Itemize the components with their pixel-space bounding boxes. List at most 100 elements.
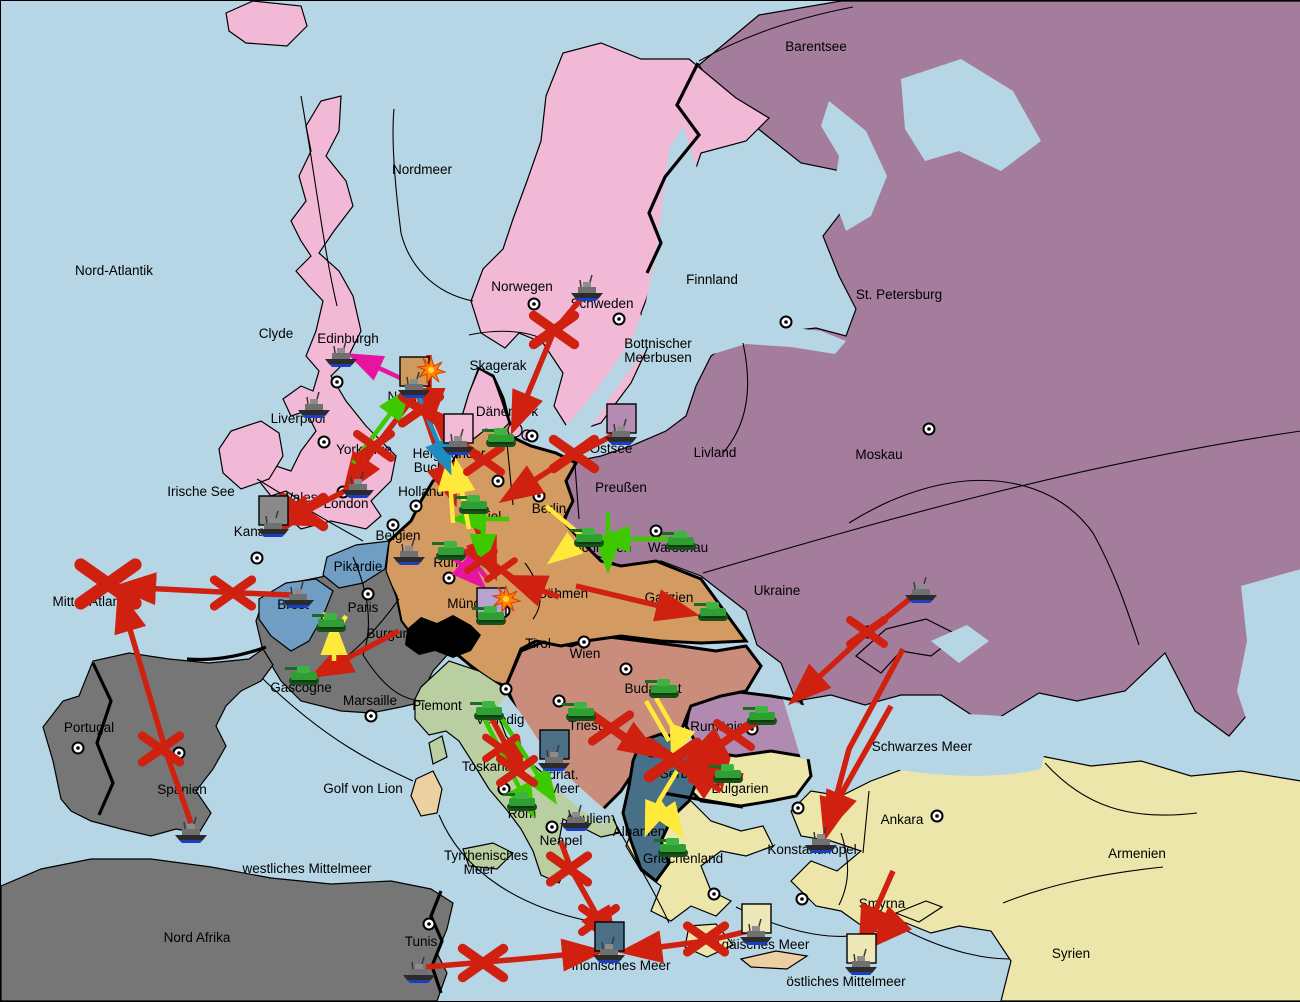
supply-center-dot <box>317 435 331 449</box>
map-label: Belgien <box>375 528 420 543</box>
map-label: Böhmen <box>538 586 588 601</box>
failed-move-x-mark <box>643 737 703 783</box>
supply-center-dot <box>386 518 400 532</box>
supply-center-dot <box>361 587 375 601</box>
sea-caspian[interactable] <box>1237 569 1300 763</box>
region-sizilien[interactable] <box>462 842 515 870</box>
failed-move-x-mark <box>484 557 518 583</box>
fleet-unit[interactable] <box>844 933 878 976</box>
failed-move-x-mark <box>397 392 445 428</box>
map-label: Golf von Lion <box>323 781 403 796</box>
fleet-unit[interactable] <box>256 495 290 538</box>
supply-center-dot <box>250 551 264 565</box>
fleet-unit[interactable] <box>397 356 446 399</box>
region-kreta[interactable] <box>739 950 809 970</box>
region-great-britain[interactable] <box>258 95 397 530</box>
failed-move-x-mark <box>548 434 600 474</box>
map-label: Clyde <box>259 326 294 341</box>
move-arrow-red <box>425 938 606 972</box>
supply-center-dot <box>330 375 344 389</box>
fleet-unit[interactable] <box>537 729 571 772</box>
map-label: Tyrrhenisches <box>444 848 528 863</box>
move-arrow-red <box>502 574 561 607</box>
map-label: Wien <box>570 646 601 661</box>
supply-center-dot <box>442 571 456 585</box>
region-iceland[interactable] <box>225 1 308 47</box>
supply-center-dot <box>795 892 809 906</box>
failed-move-x-mark <box>496 755 538 787</box>
map-label: Tunis <box>405 934 438 949</box>
move-arrow-yellow <box>644 699 671 743</box>
map-label: Kanal <box>234 524 269 539</box>
map-label: Nord-Atlantik <box>75 263 153 278</box>
supply-center-dot <box>491 474 505 488</box>
map-label: westliches Mittelmeer <box>241 861 372 876</box>
move-arrow-yellow <box>652 799 684 839</box>
map-label: Finnland <box>686 272 738 287</box>
map-label: Triest <box>568 718 601 733</box>
supply-center-dot <box>532 489 546 503</box>
map-label: Moskau <box>855 447 902 462</box>
map-label: Portugal <box>64 720 114 735</box>
sea-black-sea[interactable] <box>783 699 1051 776</box>
unit-origin-square <box>539 729 570 760</box>
supply-center-dot <box>545 820 559 834</box>
failed-move-x-mark <box>277 492 329 532</box>
map-label: Skagerak <box>469 358 526 373</box>
map-label: Nord Afrika <box>164 930 231 945</box>
region-sardinien[interactable] <box>410 770 443 817</box>
failed-move-x-mark <box>74 558 142 610</box>
region-ireland[interactable] <box>218 420 284 490</box>
map-label: Livland <box>694 445 737 460</box>
supply-center-dot <box>791 801 805 815</box>
sea-adriatic[interactable] <box>498 695 612 825</box>
map-label: Neapel <box>540 833 583 848</box>
map-label: Albanien <box>613 824 666 839</box>
fleet-unit[interactable] <box>604 403 638 446</box>
map-label: Dänemark <box>476 404 539 419</box>
region-schweiz <box>405 615 481 658</box>
sea-gulf-of-finland[interactable] <box>701 324 846 354</box>
map-label: östliches Mittelmeer <box>786 974 906 989</box>
failed-move-x-mark <box>457 943 509 983</box>
fleet-unit[interactable] <box>739 903 773 946</box>
failed-move-x-mark <box>528 310 580 350</box>
map-label: Bottnischer <box>624 336 692 351</box>
region-korsika[interactable] <box>428 735 448 765</box>
map-label: St. Petersburg <box>856 287 942 302</box>
map-label: London <box>323 496 368 511</box>
map-label: Meer <box>549 781 580 796</box>
map-label: Pikardie <box>334 559 383 574</box>
map-label: Barentsee <box>785 39 847 54</box>
map-label: Holland <box>398 484 444 499</box>
move-arrow-red <box>858 869 896 950</box>
failed-move-x-mark <box>209 575 257 611</box>
army-unit[interactable] <box>471 585 521 626</box>
sea-barents-bite[interactable] <box>901 59 1041 171</box>
failed-move-x-mark <box>587 710 635 746</box>
map-label: Inonisches Meer <box>571 958 671 973</box>
supply-center-dot <box>930 809 944 823</box>
supply-center-dot <box>499 682 513 696</box>
move-arrow-red <box>869 905 913 949</box>
supply-center-dot <box>364 709 378 723</box>
sea-white-sea[interactable] <box>821 101 887 231</box>
map-label: Syrien <box>1052 946 1090 961</box>
move-arrow-yellow <box>654 696 696 762</box>
map-label: Norwegen <box>491 279 553 294</box>
sea-azov[interactable] <box>931 625 989 663</box>
map-label: Nordmeer <box>392 162 453 177</box>
failed-move-x-mark <box>682 921 730 957</box>
fleet-unit[interactable] <box>441 413 475 456</box>
failed-move-x-mark <box>137 731 185 767</box>
move-arrow-red <box>112 572 292 606</box>
sea-bothnia[interactable] <box>549 126 698 449</box>
supply-center-dot <box>409 499 423 513</box>
map-label: Irische See <box>167 484 235 499</box>
map-label: Tirol <box>525 636 551 651</box>
fleet-unit[interactable] <box>592 921 626 964</box>
move-arrow-red <box>309 628 401 679</box>
map-label: Ukraine <box>754 583 801 598</box>
